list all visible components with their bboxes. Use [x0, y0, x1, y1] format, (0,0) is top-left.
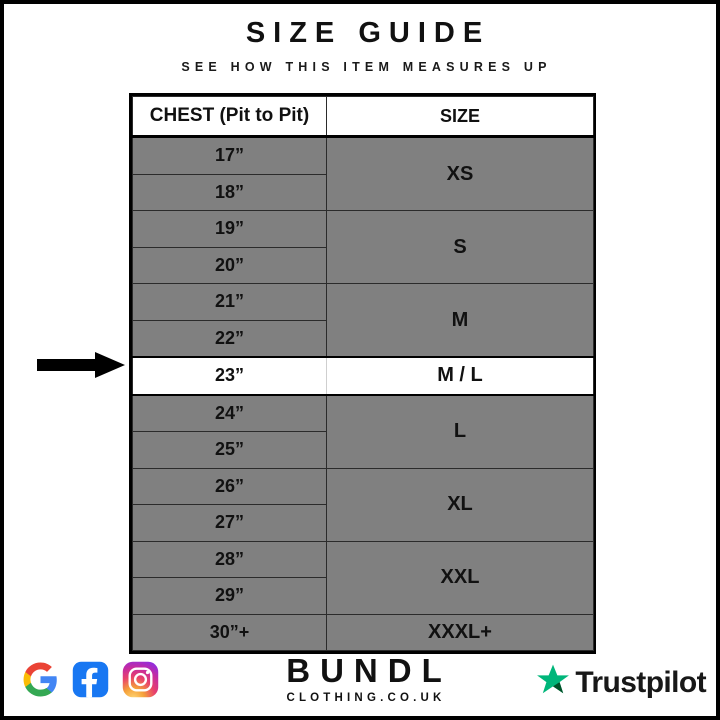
table-row: 18”	[132, 173, 594, 211]
footer: BUNDL CLOTHING.CO.UK Trustpilot	[4, 649, 720, 719]
size-cell: M / L	[326, 356, 594, 396]
chest-cell: 25”	[132, 431, 327, 469]
table-row: 20”	[132, 246, 594, 284]
chest-cell: 20”	[132, 246, 327, 284]
social-links	[22, 661, 159, 698]
trustpilot-logo[interactable]: Trustpilot	[536, 663, 707, 702]
chest-cell: 24”	[132, 394, 327, 432]
highlight-arrow-icon	[37, 352, 125, 378]
trustpilot-wordmark: Trustpilot	[575, 665, 706, 699]
table-row: 21” M	[132, 283, 594, 358]
column-header-chest: CHEST (Pit to Pit)	[132, 96, 327, 138]
facebook-icon[interactable]	[72, 661, 109, 698]
table-body: 17” XS 18” 19” S 20” 21” M 22” 23” M / L 24” L 25” 26”…	[132, 136, 594, 651]
size-cell: XXL	[326, 540, 594, 615]
table-row: 25”	[132, 431, 594, 469]
brand-logo: BUNDL CLOTHING.CO.UK	[4, 653, 720, 705]
table-row: 17” XS	[132, 136, 594, 211]
column-header-size: SIZE	[326, 96, 594, 138]
size-cell: S	[326, 210, 594, 284]
google-icon[interactable]	[22, 661, 59, 698]
size-cell: L	[326, 394, 594, 469]
trustpilot-star-icon	[536, 663, 570, 702]
brand-name: BUNDL	[286, 652, 452, 689]
size-table-container: CHEST (Pit to Pit) SIZE 17” XS 18” 19” S 20” 2…	[129, 93, 596, 654]
size-cell: M	[326, 283, 594, 358]
chest-cell: 29”	[132, 577, 327, 615]
chest-cell: 28”	[132, 540, 327, 578]
table-row: 27”	[132, 504, 594, 542]
table-row: 26” XL	[132, 467, 594, 542]
size-cell: XS	[326, 136, 594, 211]
chest-cell: 22”	[132, 319, 327, 358]
size-table: CHEST (Pit to Pit) SIZE 17” XS 18” 19” S 20” 2…	[132, 96, 594, 651]
chest-cell: 26”	[132, 467, 327, 505]
header: SIZE GUIDE SEE HOW THIS ITEM MEASURES UP	[4, 16, 720, 75]
table-row: 23” M / L	[132, 356, 594, 396]
table-row: 29”	[132, 577, 594, 615]
chest-cell: 30”+	[132, 613, 327, 651]
chest-cell: 27”	[132, 504, 327, 542]
chest-cell: 17”	[132, 136, 327, 175]
page-subtitle: SEE HOW THIS ITEM MEASURES UP	[181, 60, 552, 74]
chest-cell: 18”	[132, 173, 327, 211]
size-cell: XL	[326, 467, 594, 542]
instagram-icon[interactable]	[122, 661, 159, 698]
brand-domain: CLOTHING.CO.UK	[286, 692, 446, 704]
table-row: 30”+ XXXL+	[132, 613, 594, 651]
chest-cell: 21”	[132, 283, 327, 321]
table-header-row: CHEST (Pit to Pit) SIZE	[132, 96, 594, 138]
page-title: SIZE GUIDE	[245, 17, 491, 49]
table-row: 19” S	[132, 210, 594, 284]
chest-cell: 23”	[132, 356, 327, 396]
chest-cell: 19”	[132, 210, 327, 248]
size-cell: XXXL+	[326, 613, 594, 651]
table-row: 28” XXL	[132, 540, 594, 615]
table-row: 24” L	[132, 394, 594, 469]
